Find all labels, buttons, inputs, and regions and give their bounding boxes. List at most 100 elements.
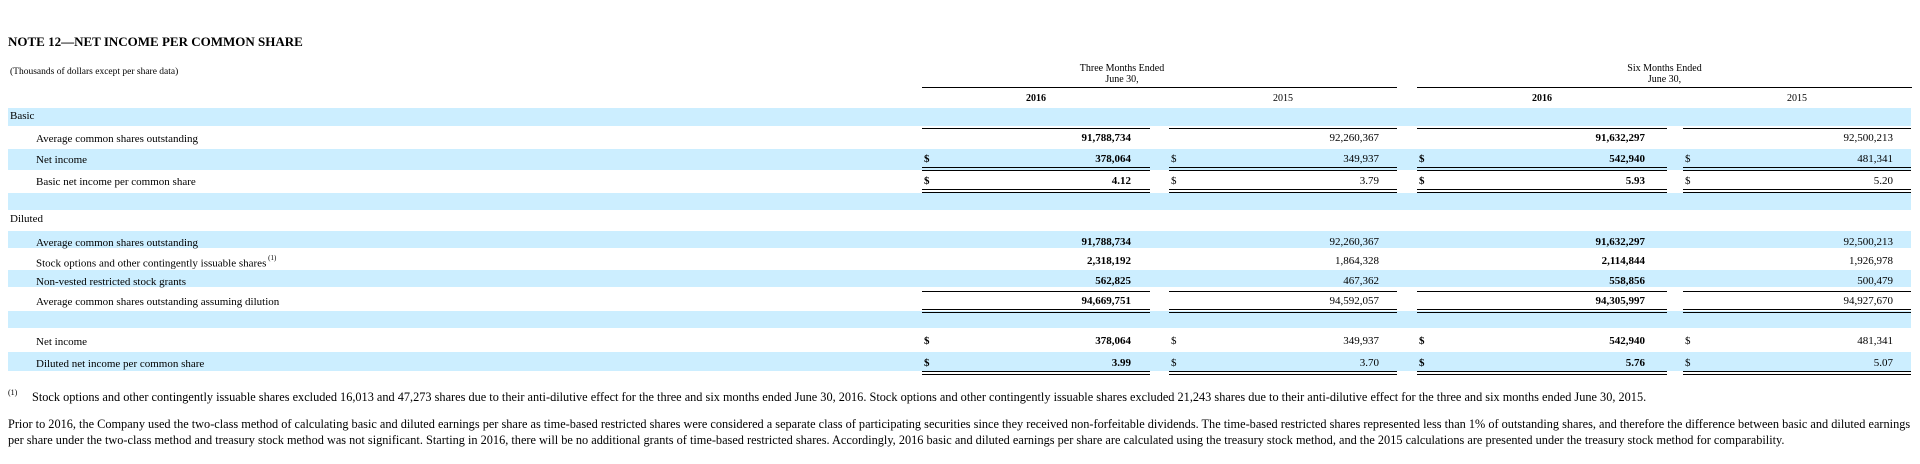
double-rule (1169, 371, 1397, 375)
units-note: (Thousands of dollars except per share d… (10, 67, 179, 77)
row-label-text: Average common shares outstanding assumi… (36, 296, 280, 308)
cell-value: 94,305,997 (1595, 295, 1646, 307)
single-rule (1417, 291, 1667, 292)
row-band (8, 231, 1911, 248)
row-label-text: Average common shares outstanding (36, 237, 199, 249)
double-rule (1169, 189, 1397, 193)
cell-value: 92,500,213 (1843, 132, 1894, 144)
section-label-diluted: Diluted (10, 213, 43, 225)
currency-symbol: $ (1685, 153, 1691, 165)
single-rule (1683, 128, 1911, 129)
year-header: 2015 (1787, 93, 1807, 104)
year-header: 2016 (1026, 93, 1046, 104)
cell-value: 3.70 (1359, 357, 1379, 369)
row-label: Non-vested restricted stock grants (36, 276, 186, 288)
cell-value: 481,341 (1857, 335, 1893, 347)
period-six-months-line1: Six Months Ended (1627, 63, 1702, 74)
cell-value: 91,632,297 (1595, 132, 1646, 144)
currency-symbol: $ (1171, 357, 1177, 369)
row-label-text: Basic net income per common share (36, 176, 196, 188)
double-rule (922, 167, 1150, 171)
section-label-basic: Basic (10, 110, 35, 122)
cell-value: 349,937 (1343, 153, 1379, 165)
cell-value: 92,260,367 (1329, 236, 1380, 248)
double-rule (1169, 309, 1397, 313)
cell-value: 4.12 (1111, 175, 1131, 187)
currency-symbol: $ (1419, 175, 1425, 187)
footnote-text: Stock options and other contingently iss… (32, 390, 1647, 404)
cell-value: 94,927,670 (1843, 295, 1894, 307)
double-rule (1417, 371, 1667, 375)
currency-symbol: $ (924, 357, 930, 369)
period-header-six-months: Six Months Ended June 30, (1417, 63, 1912, 85)
row-label-text: Net income (36, 154, 88, 166)
currency-symbol: $ (1419, 335, 1425, 347)
cell-value: 378,064 (1095, 335, 1131, 347)
cell-value: 1,926,978 (1849, 255, 1893, 267)
currency-symbol: $ (1171, 175, 1177, 187)
cell-value: 5.07 (1873, 357, 1893, 369)
cell-value: 562,825 (1095, 275, 1131, 287)
single-rule (1683, 291, 1911, 292)
cell-value: 481,341 (1857, 153, 1893, 165)
row-label: Average common shares outstanding (36, 237, 198, 249)
note-title: NOTE 12—NET INCOME PER COMMON SHARE (8, 34, 303, 49)
single-rule (1417, 128, 1667, 129)
double-rule (1169, 167, 1397, 171)
double-rule (922, 189, 1150, 193)
currency-symbol: $ (1171, 153, 1177, 165)
cell-value: 542,940 (1609, 153, 1645, 165)
cell-value: 94,592,057 (1329, 295, 1380, 307)
single-rule (922, 128, 1150, 129)
currency-symbol: $ (924, 175, 930, 187)
row-label: Basic net income per common share (36, 176, 196, 188)
row-label: Diluted net income per common share (36, 358, 204, 370)
row-band (8, 270, 1911, 287)
cell-value: 91,632,297 (1595, 236, 1646, 248)
period-header-three-months: Three Months Ended June 30, (922, 63, 1322, 85)
cell-value: 2,114,844 (1601, 255, 1645, 267)
period-three-months-line2: June 30, (1105, 74, 1139, 85)
row-label-text: Stock options and other contingently iss… (36, 257, 267, 270)
period-three-months-line1: Three Months Ended (1079, 63, 1165, 74)
cell-value: 5.76 (1625, 357, 1645, 369)
footnote-marker: (1) (8, 388, 18, 397)
double-rule (922, 371, 1150, 375)
row-label: Average common shares outstanding assumi… (36, 296, 279, 308)
period-rule-six-months (1417, 87, 1912, 88)
row-label: Net income (36, 154, 87, 166)
period-rule-three-months (922, 87, 1397, 88)
cell-value: 5.93 (1625, 175, 1645, 187)
period-six-months-line2: June 30, (1647, 74, 1682, 85)
double-rule (1417, 167, 1667, 171)
cell-value: 542,940 (1609, 335, 1645, 347)
cell-value: 92,500,213 (1843, 236, 1894, 248)
currency-symbol: $ (924, 153, 930, 165)
currency-symbol: $ (1419, 153, 1425, 165)
cell-value: 2,318,192 (1087, 255, 1131, 267)
row-label: Average common shares outstanding (36, 133, 198, 145)
currency-symbol: $ (1685, 175, 1691, 187)
row-band (8, 352, 1911, 371)
year-header: 2016 (1532, 93, 1552, 104)
single-rule (1169, 291, 1397, 292)
row-label: Net income (36, 336, 87, 348)
cell-value: 467,362 (1343, 275, 1379, 287)
single-rule (1169, 128, 1397, 129)
cell-value: 558,856 (1609, 275, 1645, 287)
row-band (8, 149, 1911, 170)
cell-value: 92,260,367 (1329, 132, 1380, 144)
cell-value: 94,669,751 (1081, 295, 1132, 307)
double-rule (1417, 189, 1667, 193)
double-rule (1683, 189, 1911, 193)
cell-value: 91,788,734 (1081, 236, 1132, 248)
row-label-text: Net income (36, 336, 88, 348)
cell-value: 91,788,734 (1081, 132, 1132, 144)
double-rule (1683, 371, 1911, 375)
row-label-text: Diluted net income per common share (36, 358, 205, 370)
row-band (8, 193, 1911, 210)
cell-value: 1,864,328 (1335, 255, 1379, 267)
double-rule (1683, 309, 1911, 313)
currency-symbol: $ (924, 335, 930, 347)
currency-symbol: $ (1419, 357, 1425, 369)
